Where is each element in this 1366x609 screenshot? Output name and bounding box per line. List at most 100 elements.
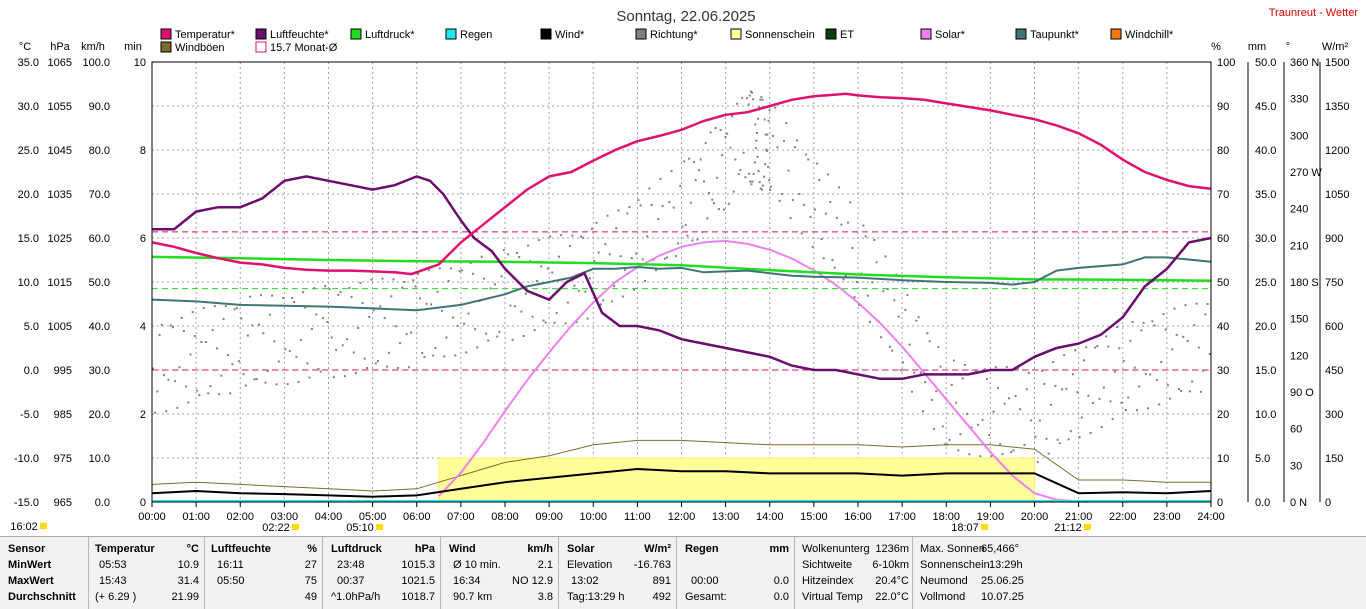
- hum-min-value: 27: [304, 559, 317, 571]
- direction-point: [268, 313, 271, 316]
- rain-tick-label: 35.0: [1255, 189, 1276, 201]
- direction-point: [684, 224, 687, 227]
- solar-tick-label: 1050: [1325, 189, 1349, 201]
- direction-point: [546, 267, 549, 270]
- direction-point: [211, 329, 214, 332]
- virtualtemp-value: 22.0°C: [875, 591, 909, 603]
- rain-header: Regen: [685, 543, 719, 555]
- solar-line: [438, 239, 1088, 503]
- temp-header: Temperatur: [95, 543, 155, 555]
- direction-point: [736, 102, 739, 105]
- direction-point: [588, 277, 591, 280]
- direction-tick-label: 0 N: [1290, 497, 1307, 509]
- direction-point: [693, 161, 696, 164]
- direction-point: [886, 288, 889, 291]
- direction-point: [533, 329, 536, 332]
- direction-point: [167, 378, 170, 381]
- rain-total-label: Gesamt:: [685, 591, 727, 603]
- direction-point: [727, 202, 730, 205]
- direction-point: [193, 335, 196, 337]
- direction-point: [1173, 307, 1176, 310]
- direction-point: [668, 201, 671, 204]
- legend-label: Windchill*: [1125, 29, 1174, 41]
- solar-elev-value: -16.763: [633, 559, 671, 571]
- temperature-line: [151, 92, 1212, 276]
- direction-point: [1030, 419, 1033, 422]
- legend-label: Richtung*: [650, 29, 698, 41]
- direction-point: [1122, 360, 1125, 363]
- direction-point: [370, 278, 373, 281]
- direction-point: [1147, 407, 1149, 410]
- marker-sun-icon: [1084, 524, 1091, 530]
- rain-unit: mm: [769, 543, 789, 555]
- direction-point: [1177, 388, 1180, 390]
- marker-sun-icon: [40, 523, 47, 529]
- direction-point: [926, 332, 929, 335]
- temp-avg-value: 21.99: [171, 591, 199, 603]
- legend-label: Luftdruck*: [365, 29, 415, 41]
- direction-point: [768, 109, 771, 112]
- press-max-value: 1021.5: [401, 575, 435, 587]
- direction-point: [990, 455, 993, 458]
- marker-label: 21:12: [1054, 522, 1082, 534]
- direction-point: [831, 258, 834, 261]
- direction-point: [986, 377, 988, 380]
- press-max-time: 00:37: [337, 575, 365, 587]
- direction-point: [811, 245, 814, 248]
- stats-extra2: Max. Sonnen 65,466° Sonnenschein 13:29h Ne…: [912, 537, 1031, 609]
- direction-point: [714, 127, 717, 130]
- unit-temp: °C: [19, 41, 31, 53]
- direction-point: [780, 193, 783, 195]
- marker-label: 18:07: [951, 522, 979, 534]
- rain-tick-label: 20.0: [1255, 321, 1276, 333]
- rain-tick-label: 45.0: [1255, 101, 1276, 113]
- direction-point: [1014, 395, 1017, 397]
- direction-point: [251, 324, 254, 327]
- direction-point: [487, 339, 490, 342]
- direction-point: [866, 294, 869, 297]
- temp-tick-label: -5.0: [20, 409, 39, 421]
- direction-point: [513, 305, 516, 308]
- direction-point: [551, 271, 554, 274]
- direction-point: [1096, 345, 1099, 348]
- x-tick-label: 02:00: [226, 511, 254, 523]
- direction-point: [624, 269, 627, 272]
- humidity-tick-label: 30: [1217, 365, 1229, 377]
- legend-label: Sonnenschein: [745, 29, 815, 41]
- press-header: Luftdruck: [331, 543, 382, 555]
- direction-point: [902, 361, 905, 364]
- direction-point: [666, 256, 669, 259]
- direction-point: [355, 372, 357, 374]
- humidity-tick-label: 100: [1217, 57, 1235, 69]
- direction-point: [802, 204, 805, 207]
- direction-point: [266, 369, 269, 372]
- legend-swatch: [350, 28, 362, 40]
- direction-point: [699, 158, 702, 161]
- direction-point: [291, 297, 293, 299]
- direction-point: [302, 291, 304, 294]
- direction-point: [178, 366, 181, 369]
- humidity-line: [152, 175, 1212, 381]
- stats-temperatur: Temperatur °C 05:53 10.9 15:43 31.4 (+ 6.29…: [88, 537, 205, 609]
- direction-point: [688, 157, 691, 160]
- legend-swatch: [255, 28, 267, 40]
- temp-min-time: 05:53: [99, 559, 127, 571]
- direction-point: [423, 356, 426, 358]
- direction-point: [1069, 430, 1072, 433]
- wind-max-time: 16:34: [453, 575, 481, 587]
- direction-point: [820, 238, 823, 240]
- direction-point: [1175, 333, 1178, 336]
- direction-point: [1107, 345, 1110, 348]
- wind-unit: km/h: [527, 543, 553, 555]
- direction-point: [374, 362, 377, 365]
- direction-point: [701, 231, 704, 233]
- direction-point: [1204, 313, 1207, 316]
- direction-point: [712, 202, 715, 205]
- direction-point: [1164, 328, 1167, 331]
- direction-point: [1191, 380, 1194, 383]
- direction-point: [522, 335, 525, 337]
- direction-point: [447, 279, 450, 282]
- newmoon-value: 25.06.25: [981, 575, 1024, 587]
- direction-point: [1027, 371, 1030, 374]
- direction-point: [646, 235, 649, 238]
